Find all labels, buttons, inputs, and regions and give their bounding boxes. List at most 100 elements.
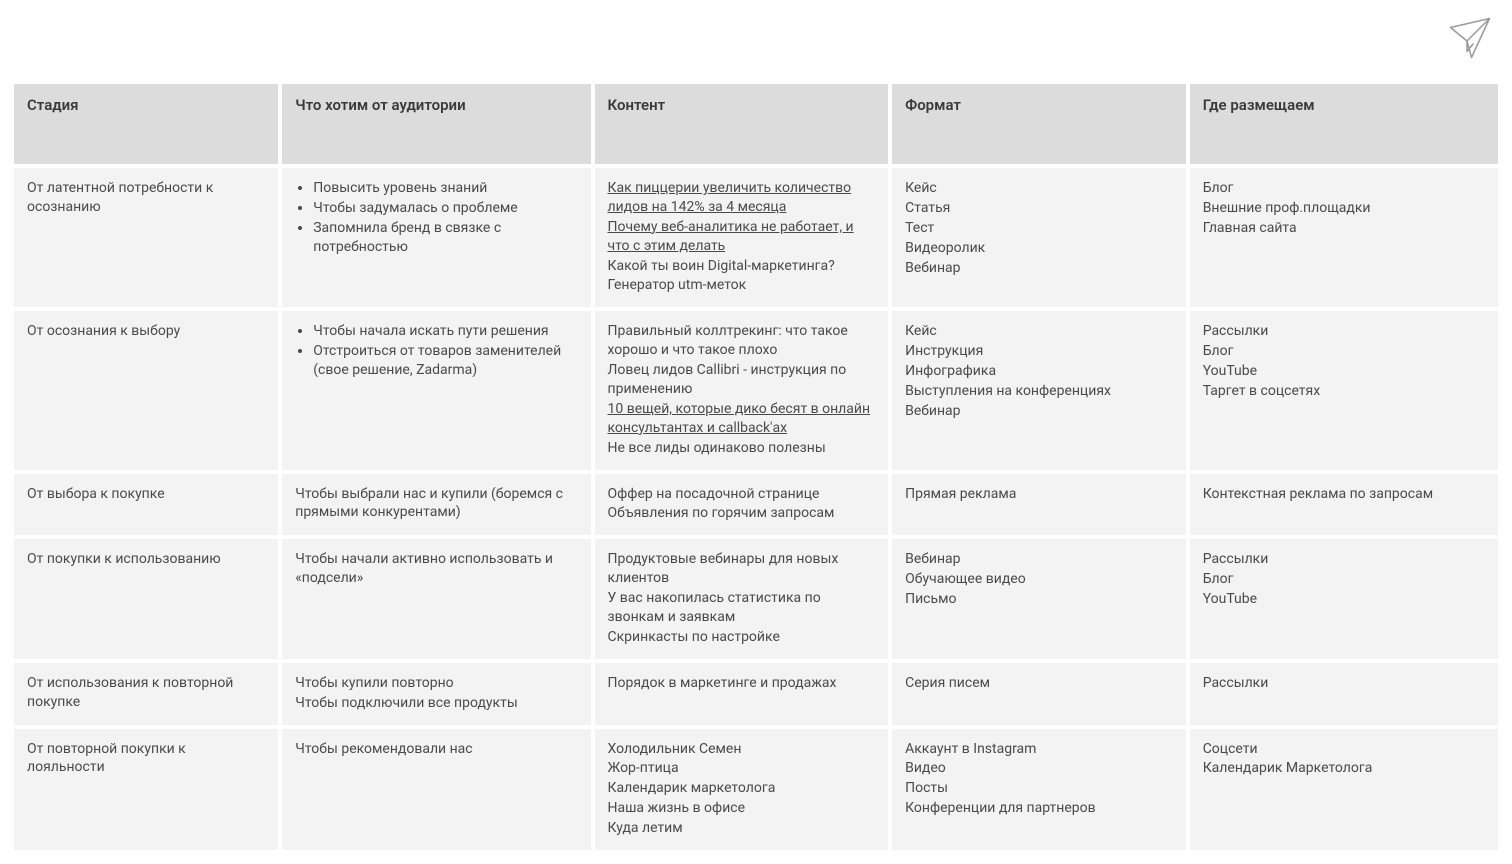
content-line: Ловец лидов Callibri - инструкция по при… [608, 361, 876, 399]
cell-content: Порядок в маркетинге и продажах [595, 663, 889, 725]
content-line: У вас накопилась статистика по звонкам и… [608, 589, 876, 627]
cell-stage: От осознания к выбору [14, 311, 278, 469]
content-line: Почему веб-аналитика не работает, и что … [608, 218, 876, 256]
content-line: Какой ты воин Digital-маркетинга? [608, 257, 876, 276]
text-line: Серия писем [905, 674, 1173, 693]
text-line: Аккаунт в Instagram [905, 740, 1173, 759]
place-lines: РассылкиБлогYouTubeТаргет в соцсетях [1203, 322, 1485, 401]
text-line: Главная сайта [1203, 219, 1485, 238]
text-line: Конференции для партнеров [905, 799, 1173, 818]
table-row: От покупки к использованию Чтобы начали а… [14, 539, 1498, 658]
content-link[interactable]: 10 вещей, которые дико бесят в онлайн ко… [608, 401, 871, 436]
content-line: Календарик маркетолога [608, 779, 876, 798]
cell-format: ВебинарОбучающее видеоПисьмо [892, 539, 1186, 658]
cell-want: Чтобы начала искать пути решенияОтстроит… [282, 311, 590, 469]
col-header-want: Что хотим от аудитории [282, 84, 590, 164]
cell-want: Чтобы рекомендовали нас [282, 729, 590, 850]
text-line: Соцсети [1203, 740, 1485, 759]
format-lines: Прямая реклама [905, 485, 1173, 504]
col-header-place: Где размещаем [1190, 84, 1498, 164]
content-lines: Порядок в маркетинге и продажах [608, 674, 876, 693]
col-header-content: Контент [595, 84, 889, 164]
table-row: От осознания к выбору Чтобы начала искать… [14, 311, 1498, 469]
text-line: Инструкция [905, 342, 1173, 361]
cell-place: РассылкиБлогYouTube [1190, 539, 1498, 658]
content-plan-table: Стадия Что хотим от аудитории Контент Фо… [10, 80, 1502, 854]
content-link[interactable]: Почему веб-аналитика не работает, и что … [608, 219, 854, 254]
cell-format: Прямая реклама [892, 474, 1186, 536]
text-line: Видеоролик [905, 239, 1173, 258]
format-lines: ВебинарОбучающее видеоПисьмо [905, 550, 1173, 609]
cell-place: Рассылки [1190, 663, 1498, 725]
cell-want: Чтобы купили повторноЧтобы подключили вс… [282, 663, 590, 725]
text-line: Обучающее видео [905, 570, 1173, 589]
bullet-item: Запомнила бренд в связке с потребностью [313, 219, 577, 257]
table-row: От использования к повторной покупкеЧтоб… [14, 663, 1498, 725]
cell-place: РассылкиБлогYouTubeТаргет в соцсетях [1190, 311, 1498, 469]
content-lines: Правильный коллтрекинг: что такое хорошо… [608, 322, 876, 457]
text-line: Письмо [905, 590, 1173, 609]
text-line: Видео [905, 759, 1173, 778]
content-line: Как пиццерии увеличить количество лидов … [608, 179, 876, 217]
cell-place: Контекстная реклама по запросам [1190, 474, 1498, 536]
bullet-item: Чтобы начала искать пути решения [313, 322, 577, 341]
content-lines: Как пиццерии увеличить количество лидов … [608, 179, 876, 295]
cell-stage: От повторной покупки к лояльности [14, 729, 278, 850]
text-line: Контекстная реклама по запросам [1203, 485, 1485, 504]
content-line: Холодильник Семен [608, 740, 876, 759]
logo-wrap [10, 10, 1502, 80]
text-line: Чтобы рекомендовали нас [295, 740, 577, 759]
cell-stage: От покупки к использованию [14, 539, 278, 658]
content-line: Скринкасты по настройке [608, 628, 876, 647]
text-line: Кейс [905, 322, 1173, 341]
content-link[interactable]: Как пиццерии увеличить количество лидов … [608, 180, 852, 215]
text-line: Чтобы подключили все продукты [295, 694, 577, 713]
want-lines: Чтобы начали активно использовать и «под… [295, 550, 577, 588]
content-line: Жор-птица [608, 759, 876, 778]
text-line: Рассылки [1203, 674, 1485, 693]
content-line: Наша жизнь в офисе [608, 799, 876, 818]
content-line: Порядок в маркетинге и продажах [608, 674, 876, 693]
content-line: Куда летим [608, 819, 876, 838]
text-line: Календарик Маркетолога [1203, 759, 1485, 778]
cell-content: Продуктовые вебинары для новых клиентовУ… [595, 539, 889, 658]
table-body: От латентной потребности к осознаниюПовы… [14, 168, 1498, 850]
text-line: Выступления на конференциях [905, 382, 1173, 401]
col-header-format: Формат [892, 84, 1186, 164]
want-lines: Чтобы выбрали нас и купили (боремся с пр… [295, 485, 577, 523]
want-bullets: Чтобы начала искать пути решенияОтстроит… [295, 322, 577, 380]
content-line: Оффер на посадочной странице [608, 485, 876, 504]
text-line: Таргет в соцсетях [1203, 382, 1485, 401]
content-line: Генератор utm-меток [608, 276, 876, 295]
text-line: Внешние проф.площадки [1203, 199, 1485, 218]
table-row: От повторной покупки к лояльности Чтобы р… [14, 729, 1498, 850]
content-line: Объявления по горячим запросам [608, 504, 876, 523]
content-line: Продуктовые вебинары для новых клиентов [608, 550, 876, 588]
cell-format: Серия писем [892, 663, 1186, 725]
format-lines: КейсСтатьяТестВидеороликВебинар [905, 179, 1173, 277]
text-line: Чтобы выбрали нас и купили (боремся с пр… [295, 485, 577, 523]
cell-want: Повысить уровень знанийЧтобы задумалась … [282, 168, 590, 307]
cell-place: СоцсетиКалендарик Маркетолога [1190, 729, 1498, 850]
text-line: Тест [905, 219, 1173, 238]
table-row: От латентной потребности к осознаниюПовы… [14, 168, 1498, 307]
text-line: Вебинар [905, 259, 1173, 278]
text-line: Инфографика [905, 362, 1173, 381]
cell-place: БлогВнешние проф.площадкиГлавная сайта [1190, 168, 1498, 307]
text-line: Вебинар [905, 550, 1173, 569]
cell-content: Холодильник СеменЖор-птицаКалендарик мар… [595, 729, 889, 850]
cell-stage: От латентной потребности к осознанию [14, 168, 278, 307]
text-line: Посты [905, 779, 1173, 798]
content-lines: Холодильник СеменЖор-птицаКалендарик мар… [608, 740, 876, 838]
text-line: YouTube [1203, 590, 1485, 609]
text-line: Чтобы начали активно использовать и «под… [295, 550, 577, 588]
cell-format: КейсСтатьяТестВидеороликВебинар [892, 168, 1186, 307]
bullet-item: Отстроиться от товаров заменителей (свое… [313, 342, 577, 380]
text-line: Рассылки [1203, 322, 1485, 341]
cell-stage: От выбора к покупке [14, 474, 278, 536]
content-lines: Оффер на посадочной страницеОбъявления п… [608, 485, 876, 524]
place-lines: РассылкиБлогYouTube [1203, 550, 1485, 609]
format-lines: КейсИнструкцияИнфографикаВыступления на … [905, 322, 1173, 420]
cell-content: Правильный коллтрекинг: что такое хорошо… [595, 311, 889, 469]
text-line: Чтобы купили повторно [295, 674, 577, 693]
